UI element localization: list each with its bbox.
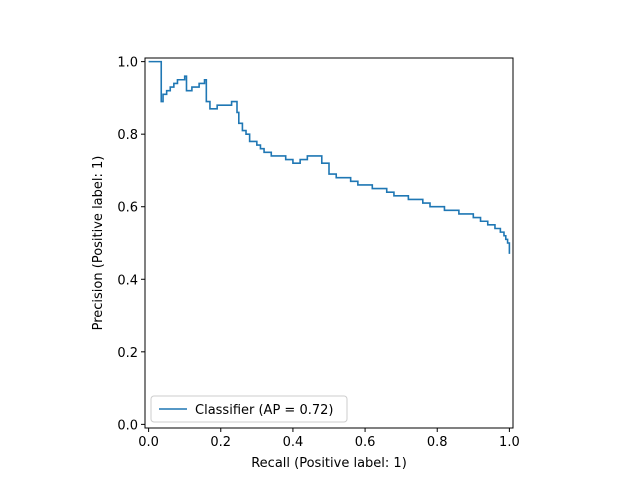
x-axis-label: Recall (Positive label: 1): [251, 456, 407, 471]
legend-entry-label: Classifier (AP = 0.72): [195, 403, 333, 418]
y-tick-label: 0.0: [117, 418, 138, 433]
plot-frame: [144, 57, 514, 429]
y-tick-label: 0.4: [117, 273, 138, 288]
x-tick-label: 1.0: [499, 435, 520, 450]
x-tick-label: 0.8: [427, 435, 448, 450]
y-tick-label: 0.6: [117, 201, 138, 216]
legend-box: [150, 395, 348, 423]
series-layer: [148, 60, 511, 254]
series-line-classifier: [148, 60, 511, 254]
y-tick-label: 1.0: [117, 56, 138, 71]
y-axis-label: Precision (Positive label: 1): [91, 156, 106, 331]
x-tick-label: 0.2: [210, 435, 231, 450]
legend: Classifier (AP = 0.72): [150, 395, 348, 423]
x-axis: 0.0 0.2 0.4 0.6 0.8 1.0: [138, 428, 520, 450]
y-tick-label: 0.2: [117, 346, 138, 361]
y-tick-label: 0.8: [117, 128, 138, 143]
x-tick-label: 0.4: [283, 435, 304, 450]
y-axis: 0.0 0.2 0.4 0.6 0.8 1.0: [117, 56, 145, 433]
x-tick-label: 0.6: [355, 435, 376, 450]
x-tick-label: 0.0: [138, 435, 159, 450]
